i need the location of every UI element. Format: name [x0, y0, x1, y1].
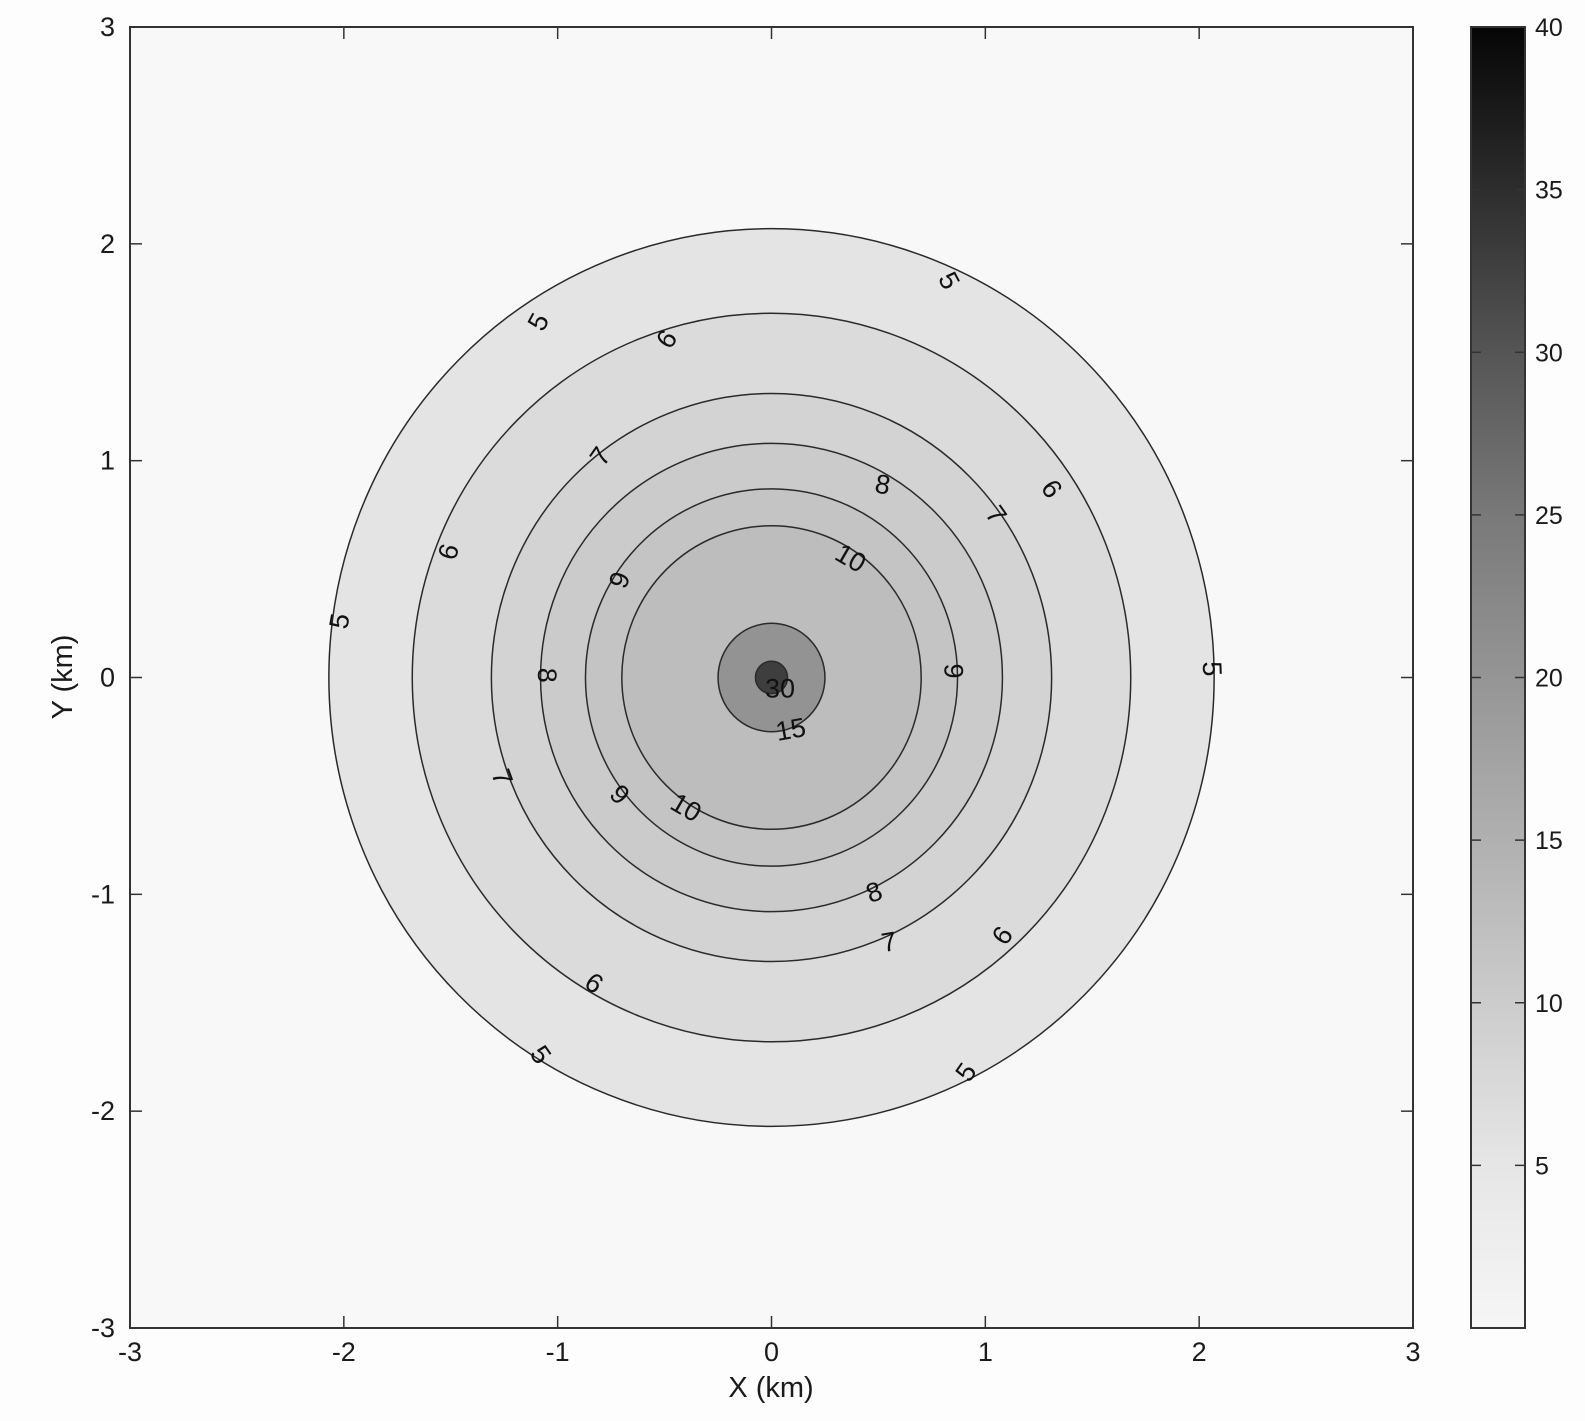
- x-tick-label: -1: [546, 1337, 570, 1367]
- contour-label: 7: [879, 926, 899, 958]
- y-tick-label: -2: [91, 1096, 115, 1126]
- y-tick-label: 0: [100, 663, 115, 693]
- contour-level-30: [754, 660, 789, 695]
- axis-ticks: -3 -2 -1 0 1 2 3 -3 -2 -1 0 1 2 3: [91, 12, 1421, 1367]
- colorbar-tick-label: 5: [1535, 1152, 1549, 1180]
- colorbar-tick-label: 20: [1535, 665, 1563, 693]
- contour-label: 8: [873, 468, 893, 500]
- x-tick-label: 3: [1405, 1337, 1420, 1367]
- colorbar-tick-label: 40: [1535, 14, 1563, 42]
- contour-fills: [328, 227, 1215, 1128]
- colorbar-tick-label: 10: [1535, 990, 1563, 1018]
- contour-label: 5: [1197, 661, 1228, 677]
- contour-label: 15: [773, 712, 808, 747]
- colorbar-tick-label: 25: [1535, 502, 1563, 530]
- colorbar-tick-label: 35: [1535, 177, 1563, 205]
- y-tick-label: 1: [100, 446, 115, 476]
- y-tick-label: -3: [91, 1313, 115, 1343]
- y-tick-label: 2: [100, 229, 115, 259]
- colorbar-tick-label: 15: [1535, 827, 1563, 855]
- y-axis-label: Y (km): [47, 635, 79, 720]
- x-tick-label: 2: [1192, 1337, 1207, 1367]
- colorbar-ticks: 5 10 15 20 25 30 35 40: [1471, 14, 1563, 1180]
- y-tick-label: -1: [91, 879, 115, 909]
- colorbar-tick-label: 30: [1535, 339, 1563, 367]
- contour-label: 9: [938, 663, 968, 678]
- y-tick-label: 3: [100, 12, 115, 42]
- contour-label: 30: [765, 673, 795, 703]
- x-tick-label: -3: [118, 1337, 142, 1367]
- x-tick-label: -2: [332, 1337, 356, 1367]
- x-tick-label: 0: [764, 1337, 779, 1367]
- contour-label: 8: [532, 668, 562, 683]
- contour-label: 5: [323, 611, 355, 631]
- contour-label: 6: [432, 541, 465, 563]
- x-tick-label: 1: [978, 1337, 993, 1367]
- x-axis-label: X (km): [728, 1372, 813, 1404]
